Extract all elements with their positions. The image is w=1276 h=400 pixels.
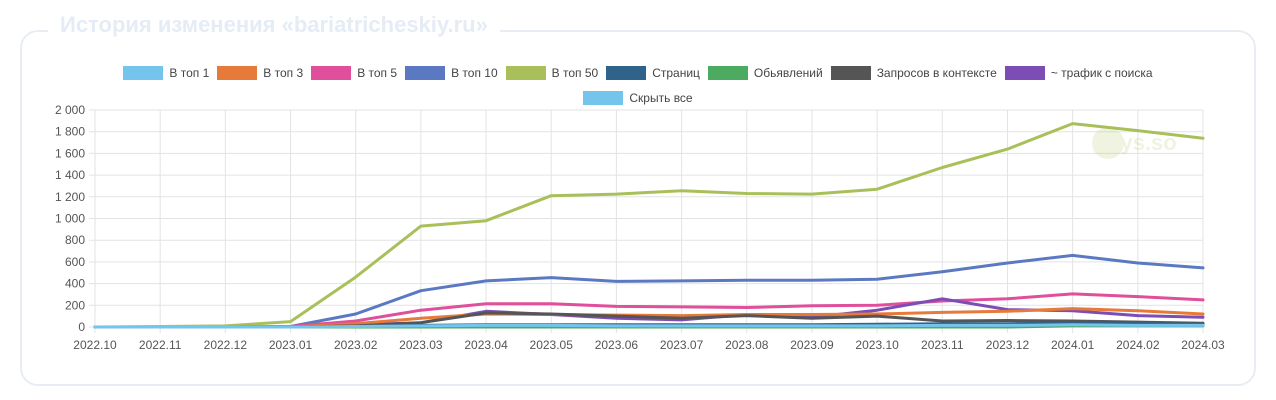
legend-label: В топ 1 (169, 66, 210, 80)
x-tick-label: 2023.06 (595, 338, 639, 352)
legend-swatch (123, 66, 164, 80)
x-tick-label: 2023.10 (855, 338, 899, 352)
x-tick-label: 2022.11 (139, 338, 182, 352)
x-tick-label: 2023.09 (790, 338, 834, 352)
x-tick-label: 2024.03 (1181, 338, 1225, 352)
x-axis: 2022.10 2022.11 2022.12 2023.01 2023.02 2023.… (73, 338, 1225, 352)
series-line (93, 122, 1205, 329)
chart-legend: В топ 1 В топ 3 В топ 5 В топ 10 В топ 50 Стр… (60, 62, 1216, 112)
x-tick-label: 2023.04 (464, 338, 508, 352)
legend-swatch (1004, 66, 1045, 80)
y-tick-label: 600 (65, 255, 85, 269)
legend-item[interactable]: В топ 50 (505, 62, 599, 84)
y-tick-label: 800 (65, 233, 85, 247)
legend-label: Запросов в контексте (876, 66, 997, 80)
legend-item[interactable]: Обьявлений (707, 62, 823, 84)
legend-label: В топ 3 (263, 66, 304, 80)
legend-item[interactable]: В топ 5 (311, 62, 397, 84)
legend-label: В топ 50 (551, 66, 599, 80)
legend-swatch (405, 66, 446, 80)
x-tick-label: 2024.01 (1051, 338, 1095, 352)
x-tick-label: 2023.08 (725, 338, 769, 352)
x-tick-label: 2023.07 (660, 338, 704, 352)
legend-label: В топ 10 (451, 66, 498, 80)
panel-title: История изменения «bariatricheskiy.ru» (48, 12, 500, 38)
y-tick-label: 1 400 (55, 168, 85, 182)
legend-item[interactable]: В топ 10 (405, 62, 498, 84)
watermark: keys.so (1092, 127, 1177, 159)
series-line (93, 323, 1205, 329)
legend-swatch (217, 66, 258, 80)
watermark-logo-icon (1092, 127, 1124, 159)
legend-label: Страниц (652, 66, 700, 80)
legend-swatch (707, 66, 748, 80)
legend-swatch (830, 66, 871, 80)
legend-item[interactable]: Запросов в контексте (830, 62, 997, 84)
legend-label: ~ трафик с поиска (1050, 66, 1153, 80)
y-tick-label: 2 000 (55, 103, 85, 117)
x-tick-label: 2024.02 (1116, 338, 1160, 352)
y-tick-label: 1 800 (55, 125, 85, 139)
y-tick-label: 200 (65, 298, 85, 312)
x-tick-label: 2023.03 (399, 338, 443, 352)
y-tick-label: 0 (78, 320, 85, 334)
y-tick-label: 1 200 (55, 190, 85, 204)
y-tick-label: 1 600 (55, 146, 85, 160)
x-tick-label: 2023.02 (334, 338, 378, 352)
history-panel (20, 30, 1256, 386)
legend-item[interactable]: ~ трафик с поиска (1004, 62, 1153, 84)
chart-grid (89, 109, 1204, 333)
legend-item[interactable]: Скрыть все (583, 87, 693, 109)
legend-label: Скрыть все (629, 91, 693, 105)
legend-swatch (311, 66, 352, 80)
legend-swatch (583, 91, 624, 105)
x-tick-label: 2023.12 (986, 338, 1030, 352)
legend-item[interactable]: В топ 3 (217, 62, 303, 84)
legend-item[interactable]: Страниц (606, 62, 700, 84)
x-tick-label: 2023.01 (269, 338, 313, 352)
legend-swatch (606, 66, 647, 80)
x-tick-label: 2023.05 (530, 338, 574, 352)
x-tick-label: 2023.11 (921, 338, 964, 352)
legend-swatch (505, 66, 546, 80)
legend-label: В топ 5 (357, 66, 398, 80)
chart-series (93, 122, 1205, 329)
y-axis: 0 200 400 600 800 1 000 1 200 1 400 1 600 1 800 2 … (55, 103, 85, 334)
x-tick-label: 2022.12 (204, 338, 248, 352)
legend-item[interactable]: В топ 1 (123, 62, 209, 84)
y-tick-label: 1 000 (55, 212, 85, 226)
y-tick-label: 400 (65, 277, 85, 291)
legend-label: Обьявлений (753, 66, 823, 80)
x-tick-label: 2022.10 (73, 338, 117, 352)
